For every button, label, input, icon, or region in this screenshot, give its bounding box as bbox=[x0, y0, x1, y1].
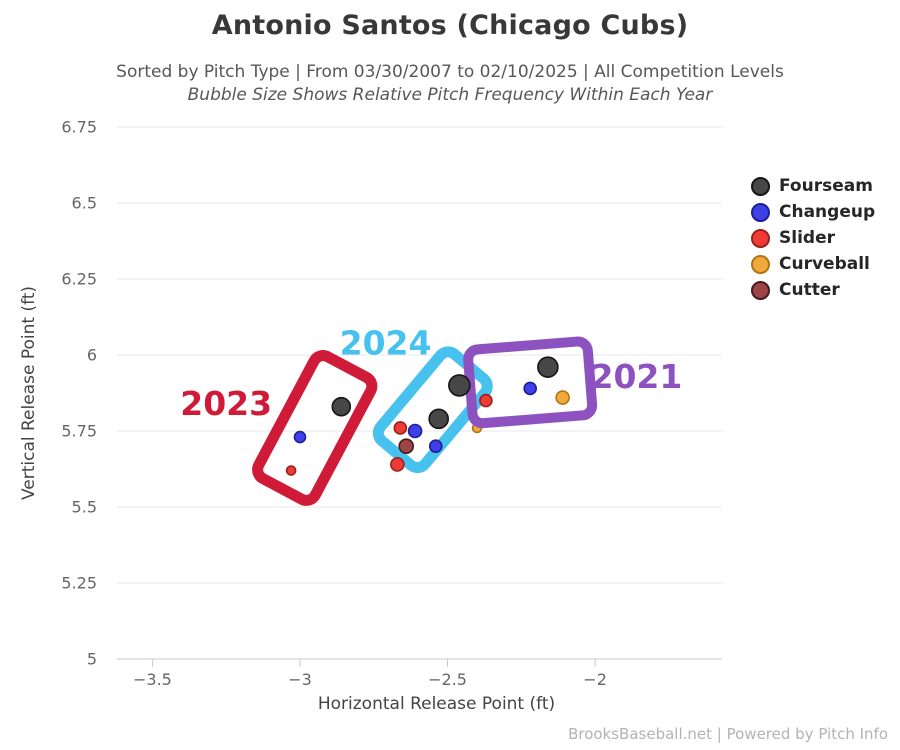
bubble-fourseam-2023[interactable] bbox=[331, 396, 352, 417]
x-axis-title: Horizontal Release Point (ft) bbox=[318, 694, 555, 714]
y-tick-label-5.25: 5.25 bbox=[61, 574, 97, 593]
x-tick-label--3.5: −3.5 bbox=[133, 670, 172, 689]
legend-item-fourseam[interactable]: Fourseam bbox=[751, 173, 875, 199]
y-tick-label-5.5: 5.5 bbox=[72, 498, 97, 517]
year-label-2023: 2023 bbox=[180, 384, 272, 423]
bubble-fourseam-2021[interactable] bbox=[537, 356, 559, 378]
bubble-slider-2024[interactable] bbox=[393, 421, 408, 435]
bubble-changeup-2024[interactable] bbox=[407, 423, 423, 439]
bubble-fourseam-2024[interactable] bbox=[428, 408, 449, 430]
bubble-slider-2023[interactable] bbox=[285, 465, 297, 476]
year-label-2021: 2021 bbox=[590, 357, 682, 396]
bubble-slider-2021[interactable] bbox=[479, 393, 493, 408]
bubble-changeup-2023[interactable] bbox=[293, 430, 307, 444]
bubble-curveball-2021[interactable] bbox=[555, 390, 570, 405]
bubble-cutter-2024[interactable] bbox=[398, 438, 415, 455]
y-axis-title: Vertical Release Point (ft) bbox=[19, 286, 39, 500]
x-tick-label--2.5: −2.5 bbox=[428, 670, 467, 689]
legend-label: Changeup bbox=[779, 202, 876, 222]
chart-subtitle: Sorted by Pitch Type | From 03/30/2007 t… bbox=[116, 62, 784, 82]
x-tick-label--2: −2 bbox=[583, 670, 607, 689]
x-tick-label--3: −3 bbox=[288, 670, 312, 689]
year-label-2024: 2024 bbox=[340, 323, 432, 362]
y-tick-label-6: 6 bbox=[87, 346, 97, 365]
bubble-changeup-2021[interactable] bbox=[523, 381, 537, 396]
y-tick-label-6.25: 6.25 bbox=[61, 270, 97, 289]
legend-label: Curveball bbox=[779, 254, 870, 274]
bubble-fourseam-2024[interactable] bbox=[448, 374, 471, 397]
legend-label: Cutter bbox=[779, 280, 840, 300]
legend-swatch-icon bbox=[751, 176, 770, 196]
y-tick-label-5.75: 5.75 bbox=[61, 422, 97, 441]
footer-credit: BrooksBaseball.net | Powered by Pitch In… bbox=[568, 725, 888, 743]
year-box-2023 bbox=[252, 350, 378, 506]
legend-item-curveball[interactable]: Curveball bbox=[751, 251, 875, 277]
legend-item-slider[interactable]: Slider bbox=[751, 225, 875, 251]
legend-label: Fourseam bbox=[779, 176, 873, 196]
legend-swatch-icon bbox=[751, 254, 770, 274]
legend-item-changeup[interactable]: Changeup bbox=[751, 199, 875, 225]
y-tick-label-6.75: 6.75 bbox=[61, 118, 97, 137]
y-tick-label-5: 5 bbox=[87, 650, 97, 669]
legend-label: Slider bbox=[779, 228, 835, 248]
y-tick-label-6.5: 6.5 bbox=[72, 194, 97, 213]
chart-title: Antonio Santos (Chicago Cubs) bbox=[211, 10, 689, 41]
legend-swatch-icon bbox=[751, 280, 770, 300]
legend-item-cutter[interactable]: Cutter bbox=[751, 277, 875, 303]
legend-swatch-icon bbox=[751, 202, 770, 222]
bubble-changeup-2024[interactable] bbox=[428, 439, 443, 454]
legend: Fourseam Changeup Slider Curveball Cutter bbox=[751, 173, 875, 303]
bubble-slider-2024[interactable] bbox=[390, 457, 405, 472]
chart-note: Bubble Size Shows Relative Pitch Frequen… bbox=[187, 85, 713, 105]
legend-swatch-icon bbox=[751, 228, 770, 248]
